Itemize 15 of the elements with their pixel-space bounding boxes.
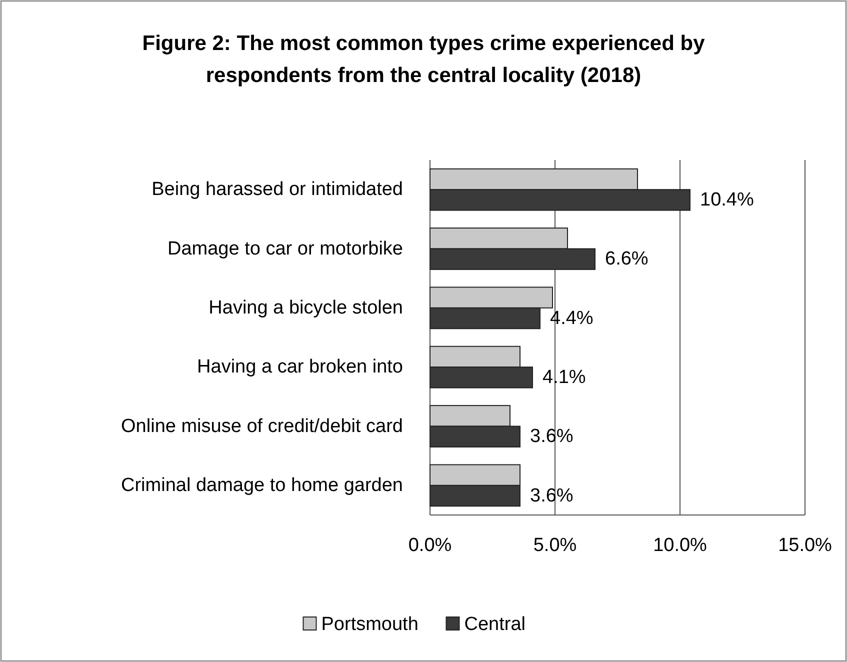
chart-title: Figure 2: The most common types crime experienced by respondents from the central locality (2018) [142, 32, 706, 87]
data-label: 6.6% [605, 248, 648, 270]
y-tick-label: Online misuse of credit/debit card [121, 416, 403, 437]
x-tick-label: 15.0% [778, 535, 832, 556]
x-tick-label: 10.0% [653, 535, 708, 556]
y-tick-label: Having a car broken into [197, 356, 403, 378]
y-tick-label: Being harassed or intimidated [152, 179, 403, 200]
legend-label: Central [464, 614, 526, 635]
legend-label: Portsmouth [321, 614, 418, 635]
y-tick-label: Criminal damage to home garden [121, 474, 403, 496]
y-tick-label: Having a bicycle stolen [208, 297, 403, 318]
x-tick-label: 0.0% [408, 535, 452, 556]
y-tick-label: Damage to car or motorbike [168, 238, 403, 260]
x-tick-label: 5.0% [533, 535, 577, 556]
data-label: 10.4% [700, 189, 754, 210]
